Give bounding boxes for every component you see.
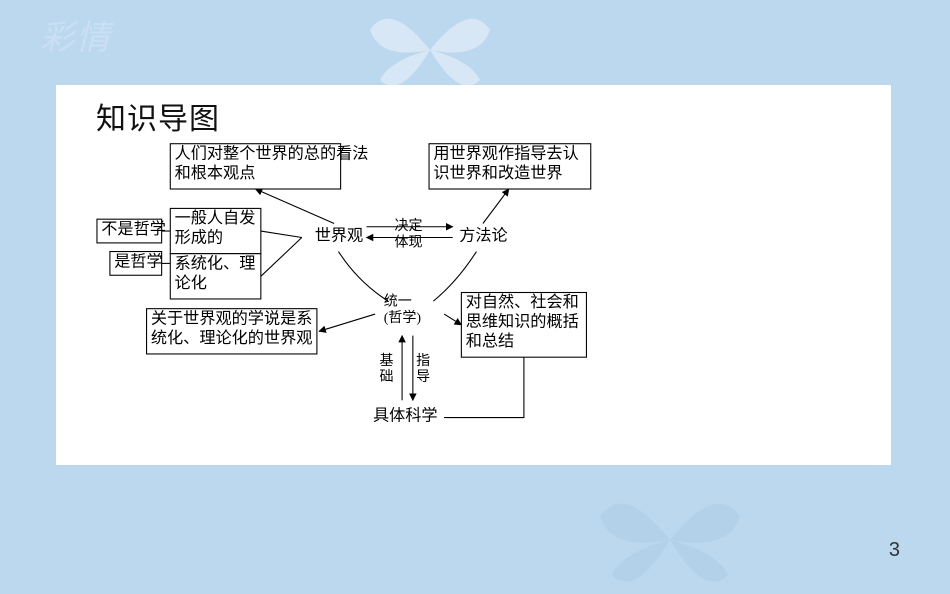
- svg-text:方法论: 方法论: [459, 226, 507, 244]
- svg-text:(哲学): (哲学): [384, 310, 422, 326]
- svg-text:用世界观作指导去认: 用世界观作指导去认: [433, 144, 578, 162]
- node-n_guide: 指导: [416, 353, 430, 385]
- svg-text:形成的: 形成的: [175, 229, 223, 247]
- edge: [338, 252, 388, 302]
- svg-text:人们对整个世界的总的看法: 人们对整个世界的总的看法: [175, 144, 369, 162]
- node-n_top_left: 人们对整个世界的总的看法和根本观点: [170, 144, 368, 189]
- svg-text:不是哲学: 不是哲学: [101, 220, 166, 238]
- edge: [255, 189, 334, 224]
- butterfly-icon: [560, 470, 780, 594]
- edge: [444, 314, 461, 325]
- edge: [261, 238, 302, 277]
- node-n_unify: 统一(哲学): [384, 294, 422, 326]
- svg-text:世界观: 世界观: [315, 226, 363, 244]
- node-n_concrete: 具体科学: [373, 406, 438, 424]
- edge: [402, 336, 413, 401]
- svg-text:决定: 决定: [395, 218, 423, 234]
- svg-text:和根本观点: 和根本观点: [175, 164, 256, 182]
- svg-text:指: 指: [416, 353, 430, 369]
- node-n_worldview: 世界观: [315, 226, 363, 244]
- svg-text:基: 基: [379, 352, 393, 369]
- decor-script: 彩情: [40, 10, 112, 59]
- svg-text:对自然、社会和: 对自然、社会和: [466, 293, 579, 311]
- svg-text:一般人自发: 一般人自发: [175, 209, 256, 227]
- svg-text:础: 础: [379, 369, 393, 385]
- svg-text:关于世界观的学说是系: 关于世界观的学说是系: [151, 309, 313, 327]
- svg-text:统化、理论化的世界观: 统化、理论化的世界观: [151, 329, 313, 347]
- edge: [483, 189, 509, 224]
- svg-text:是哲学: 是哲学: [114, 252, 162, 270]
- svg-text:论化: 论化: [175, 274, 207, 292]
- node-n_not_phil: 不是哲学: [97, 219, 166, 243]
- svg-text:具体科学: 具体科学: [373, 406, 438, 424]
- svg-text:思维知识的概括: 思维知识的概括: [466, 313, 579, 331]
- knowledge-diagram: 人们对整个世界的总的看法和根本观点 用世界观作指导去认识世界和改造世界不是哲学是哲…: [56, 120, 891, 465]
- node-n_left_mid: 关于世界观的学说是系统化、理论化的世界观: [147, 309, 317, 354]
- svg-text:识世界和改造世界: 识世界和改造世界: [433, 164, 562, 182]
- node-n_is_phil: 是哲学: [110, 252, 163, 276]
- edge: [261, 231, 302, 237]
- node-n_middle_lbl: 决定体现: [395, 218, 423, 250]
- svg-text:和总结: 和总结: [466, 332, 514, 350]
- node-n_right_mid: 对自然、社会和思维知识的概括和总结: [461, 293, 586, 358]
- node-n_top_right: 用世界观作指导去认识世界和改造世界: [429, 144, 591, 189]
- node-n_method: 方法论: [459, 226, 507, 244]
- node-n_base_guide: 基础: [379, 352, 393, 385]
- edge: [444, 357, 524, 417]
- svg-text:统一: 统一: [384, 294, 412, 310]
- node-n_system: 系统化、理论化: [170, 254, 261, 299]
- svg-text:系统化、理: 系统化、理: [175, 254, 256, 272]
- page-number: 3: [889, 539, 900, 562]
- edge: [319, 314, 375, 331]
- svg-text:导: 导: [416, 370, 430, 385]
- node-n_spont: 一般人自发形成的: [170, 208, 261, 253]
- svg-text:体现: 体现: [395, 234, 423, 250]
